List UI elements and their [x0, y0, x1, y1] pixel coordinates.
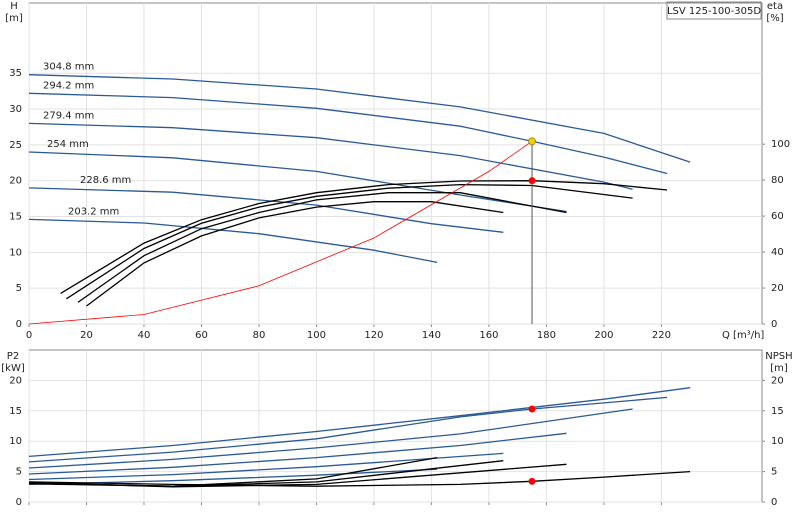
x-tick-label: 60: [195, 330, 208, 341]
y2-tick-label: 0: [771, 497, 777, 508]
curve-label: 228.6 mm: [80, 175, 131, 186]
y-tick-label: 0: [16, 497, 22, 508]
y2-axis-label: eta: [767, 1, 783, 12]
curve: [28, 187, 504, 233]
y-tick-label: 10: [9, 247, 22, 258]
x-tick-label: 40: [138, 330, 151, 341]
curve: [28, 122, 633, 190]
y2-tick-label: 15: [771, 406, 784, 417]
curve: [28, 396, 668, 463]
y2-tick-label: 60: [771, 211, 784, 222]
y-tick-label: 10: [9, 436, 22, 447]
y2-tick-label: 10: [771, 436, 784, 447]
annotation-box: [666, 1, 762, 20]
y2-axis-label: NPSH: [765, 351, 792, 362]
curve: [66, 183, 633, 300]
curve: [28, 452, 504, 481]
y2-tick-label: 20: [771, 283, 784, 294]
x-tick-label: 220: [652, 330, 671, 341]
curve-label: 294.2 mm: [43, 80, 94, 91]
curve: [28, 463, 567, 488]
duty-point: [528, 137, 536, 146]
curve: [28, 408, 633, 469]
curve: [60, 180, 668, 294]
x-axis-label: Q [m³/h]: [722, 330, 764, 341]
annotation: LSV 125-100-305D: [667, 6, 761, 17]
curve: [28, 74, 691, 163]
y2-tick-label: 0: [771, 319, 777, 330]
x-tick-label: 200: [594, 330, 613, 341]
y-tick-label: 5: [16, 467, 22, 478]
y-axis-unit: [m]: [5, 13, 23, 24]
x-tick-label: 100: [307, 330, 326, 341]
y-tick-label: 0: [16, 319, 22, 330]
y2-tick-label: 40: [771, 247, 784, 258]
x-tick-label: 20: [80, 330, 93, 341]
x-tick-label: 160: [479, 330, 498, 341]
curve-label: 304.8 mm: [43, 62, 94, 73]
y-tick-label: 20: [9, 176, 22, 187]
y-tick-label: 35: [9, 68, 22, 79]
curve: [86, 201, 504, 307]
y2-tick-label: 100: [771, 139, 790, 150]
y-tick-label: 5: [16, 283, 22, 294]
curve: [28, 387, 691, 458]
y-tick-label: 25: [9, 140, 22, 151]
y-axis-label: H: [10, 1, 18, 12]
curve-label: 279.4 mm: [43, 110, 94, 121]
y2-tick-label: 5: [771, 467, 777, 478]
x-tick-label: 80: [253, 330, 266, 341]
x-tick-label: 140: [422, 330, 441, 341]
duty-point: [528, 177, 536, 185]
curve: [28, 151, 567, 213]
y2-tick-label: 80: [771, 175, 784, 186]
x-tick-label: 120: [364, 330, 383, 341]
y2-tick-label: 20: [771, 375, 784, 386]
y-tick-label: 15: [9, 406, 22, 417]
duty-point: [528, 477, 536, 485]
y-axis-unit: [kW]: [1, 363, 25, 374]
curve: [28, 218, 438, 264]
y-tick-label: 15: [9, 212, 22, 223]
curve: [77, 192, 567, 303]
x-tick-label: 180: [537, 330, 556, 341]
y-tick-label: 20: [9, 375, 22, 386]
y-tick-label: 30: [9, 104, 22, 115]
plot-frame: [28, 2, 763, 325]
y2-axis-unit: [%]: [766, 13, 783, 24]
x-tick-label: 0: [26, 330, 32, 341]
plot-frame: [28, 349, 763, 503]
y-axis-label: P2: [7, 351, 19, 362]
curve: [28, 470, 691, 487]
curve: [28, 432, 567, 475]
duty-point: [528, 405, 536, 413]
curve: [28, 140, 533, 325]
curve-label: 203.2 mm: [68, 206, 119, 217]
y2-axis-unit: [m]: [770, 363, 788, 374]
curve-label: 254 mm: [47, 139, 89, 150]
curve: [28, 92, 668, 175]
